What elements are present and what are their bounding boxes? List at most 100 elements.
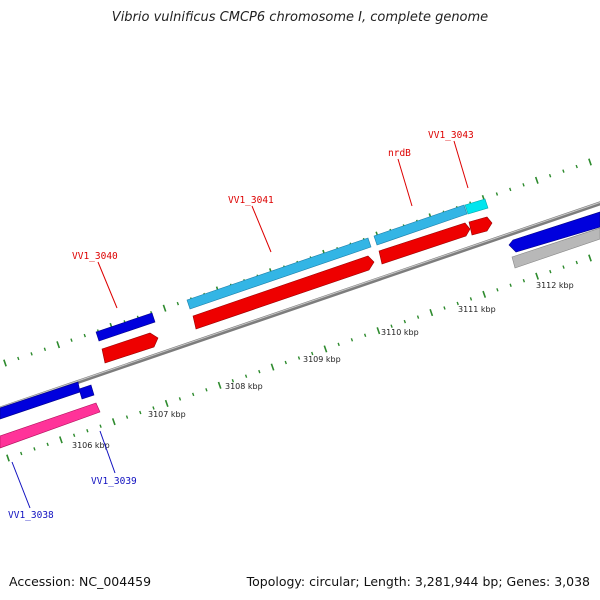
major-tick — [162, 304, 167, 312]
minor-tick — [17, 356, 20, 361]
major-tick — [6, 454, 10, 462]
minor-tick — [496, 288, 499, 292]
major-tick — [3, 359, 7, 367]
accession-label: Accession: NC_004459 — [9, 574, 152, 589]
minor-tick — [469, 297, 473, 301]
gene-red-4[interactable] — [468, 216, 493, 236]
tick-label: 3109 kbp — [303, 355, 341, 364]
minor-tick — [403, 319, 407, 324]
minor-tick — [83, 333, 86, 338]
minor-tick — [86, 428, 89, 433]
callout-nrdb — [397, 158, 413, 207]
minor-tick — [244, 374, 248, 378]
minor-tick — [176, 301, 180, 306]
gene-vv1-3041[interactable] — [186, 237, 372, 310]
minor-tick — [125, 415, 129, 419]
gene-right-forward[interactable] — [508, 211, 600, 253]
callout-vv1-3039 — [99, 430, 116, 474]
minor-tick — [284, 360, 287, 365]
minor-tick — [575, 164, 578, 169]
gene-label: VV1_3038 — [8, 510, 54, 521]
minor-tick — [231, 378, 235, 383]
tick-labels: 3106 kbp 3107 kbp 3108 kbp 3109 kbp 3110… — [72, 281, 574, 450]
minor-tick — [562, 265, 565, 269]
major-tick — [588, 158, 592, 166]
minor-tick — [46, 442, 49, 447]
gene-rna-pink[interactable] — [0, 402, 101, 449]
minor-tick — [456, 301, 459, 306]
minor-tick — [258, 369, 261, 374]
minor-tick — [522, 183, 525, 187]
minor-tick — [443, 306, 446, 310]
callout-vv1-3038 — [11, 461, 31, 509]
minor-tick — [350, 338, 354, 342]
major-tick — [217, 381, 222, 389]
gene-labels: VV1_3040 VV1_3041 nrdB VV1_3043 VV1_3039… — [8, 130, 474, 521]
callout-vv1-3041 — [251, 205, 272, 253]
minor-tick — [20, 451, 23, 456]
gene-vv1-3039[interactable] — [78, 384, 95, 400]
tick-label: 3110 kbp — [381, 328, 419, 337]
minor-tick — [30, 352, 33, 356]
callout-vv1-3043 — [453, 140, 469, 189]
minor-tick — [297, 356, 301, 360]
gene-nrdb[interactable] — [373, 204, 468, 246]
callout-vv1-3040 — [97, 261, 118, 309]
minor-tick — [43, 347, 47, 352]
genome-backbone-highlight — [0, 201, 600, 409]
tick-label: 3106 kbp — [72, 441, 110, 450]
major-tick — [323, 345, 328, 353]
tick-label: 3108 kbp — [225, 382, 263, 391]
gene-red-3[interactable] — [378, 222, 471, 265]
gene-label: nrdB — [388, 148, 411, 159]
minor-tick — [416, 315, 420, 319]
minor-tick — [549, 269, 552, 274]
inner-tick-track — [6, 254, 592, 462]
minor-tick — [139, 410, 142, 415]
major-tick — [164, 399, 169, 408]
gene-right-grey[interactable] — [511, 227, 600, 269]
minor-tick — [70, 338, 73, 342]
minor-tick — [363, 333, 367, 338]
minor-tick — [562, 169, 565, 173]
tick-label: 3111 kbp — [458, 305, 496, 314]
major-tick — [588, 254, 592, 262]
major-tick — [376, 327, 381, 335]
minor-tick — [99, 424, 102, 428]
minor-tick — [575, 260, 578, 265]
major-tick — [534, 176, 539, 184]
minor-tick — [33, 447, 36, 451]
minor-tick — [311, 351, 314, 356]
gene-label: VV1_3040 — [72, 251, 118, 262]
major-tick — [482, 290, 487, 298]
gene-red-1[interactable] — [101, 332, 159, 364]
major-tick — [111, 418, 116, 426]
map-title: Vibrio vulnificus CMCP6 chromosome I, co… — [111, 10, 489, 25]
minor-tick — [205, 388, 208, 392]
major-tick — [56, 341, 61, 349]
major-tick — [429, 308, 434, 317]
minor-tick — [509, 283, 512, 288]
minor-tick — [390, 324, 393, 328]
minor-tick — [337, 342, 340, 347]
minor-tick — [178, 397, 182, 401]
minor-tick — [191, 392, 195, 397]
minor-tick — [72, 433, 76, 438]
gene-vv1-3040[interactable] — [95, 312, 156, 342]
tick-label: 3112 kbp — [536, 281, 574, 290]
gene-label: VV1_3043 — [428, 130, 474, 141]
tick-label: 3107 kbp — [148, 410, 186, 419]
genome-backbone — [0, 201, 600, 411]
callout-lines — [11, 140, 469, 509]
minor-tick — [495, 192, 499, 196]
gene-red-2[interactable] — [192, 255, 375, 330]
topology-label: Topology: circular; Length: 3,281,944 bp… — [246, 574, 590, 589]
gene-label: VV1_3041 — [228, 195, 274, 206]
minor-tick — [509, 187, 512, 192]
gene-vv1-3043[interactable] — [464, 198, 489, 215]
major-tick — [270, 363, 275, 371]
minor-tick — [522, 278, 526, 283]
minor-tick — [548, 173, 552, 178]
major-tick — [59, 436, 63, 444]
